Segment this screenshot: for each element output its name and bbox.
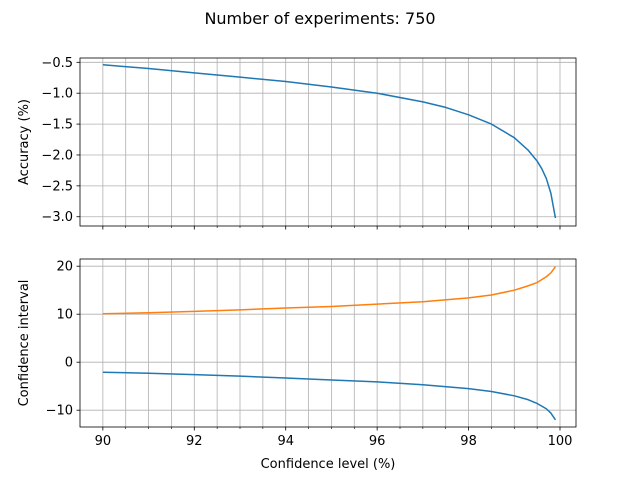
confidence-level-x-axis-label: Confidence level (%) (261, 457, 396, 472)
accuracy-series-line-1 (102, 64, 557, 219)
confidence-interval-y-tick-label: 10 (56, 308, 73, 323)
accuracy-y-tick-label: −1.5 (41, 118, 73, 133)
confidence-interval-y-tick-label: 20 (56, 260, 73, 275)
accuracy-y-tick-label: −2.0 (41, 148, 73, 163)
confidence-interval-axes: 90 92 94 96 98 100 −10 0 10 20 Confidence interva… (17, 258, 577, 472)
accuracy-y-axis-label: Accuracy (%) (17, 99, 32, 185)
confidence-interval-series-line-1 (102, 371, 557, 421)
confidence-interval-y-axis-label: Confidence interval (17, 280, 32, 407)
accuracy-y-tick-label: −0.5 (41, 56, 73, 71)
confidence-interval-x-tick-label: 90 (95, 434, 112, 449)
figure-title: Number of experiments: 750 (204, 9, 435, 28)
accuracy-y-tick-label: −3.0 (41, 210, 73, 225)
confidence-interval-series-line-2 (102, 266, 557, 315)
confidence-interval-x-tick-label: 100 (548, 434, 573, 449)
accuracy-y-tick-label: −1.0 (41, 87, 73, 102)
accuracy-axes: −0.5 −1.0 −1.5 −2.0 −2.5 −3.0 Accuracy (%) (17, 56, 577, 230)
confidence-interval-x-tick-label: 92 (186, 434, 203, 449)
confidence-interval-y-tick-label: 0 (65, 356, 73, 371)
accuracy-y-tick-label: −2.5 (41, 179, 73, 194)
confidence-interval-y-tick-label: −10 (46, 404, 73, 419)
confidence-interval-x-tick-label: 96 (369, 434, 386, 449)
confidence-interval-x-tick-label: 98 (460, 434, 477, 449)
confidence-interval-x-tick-label: 94 (277, 434, 294, 449)
